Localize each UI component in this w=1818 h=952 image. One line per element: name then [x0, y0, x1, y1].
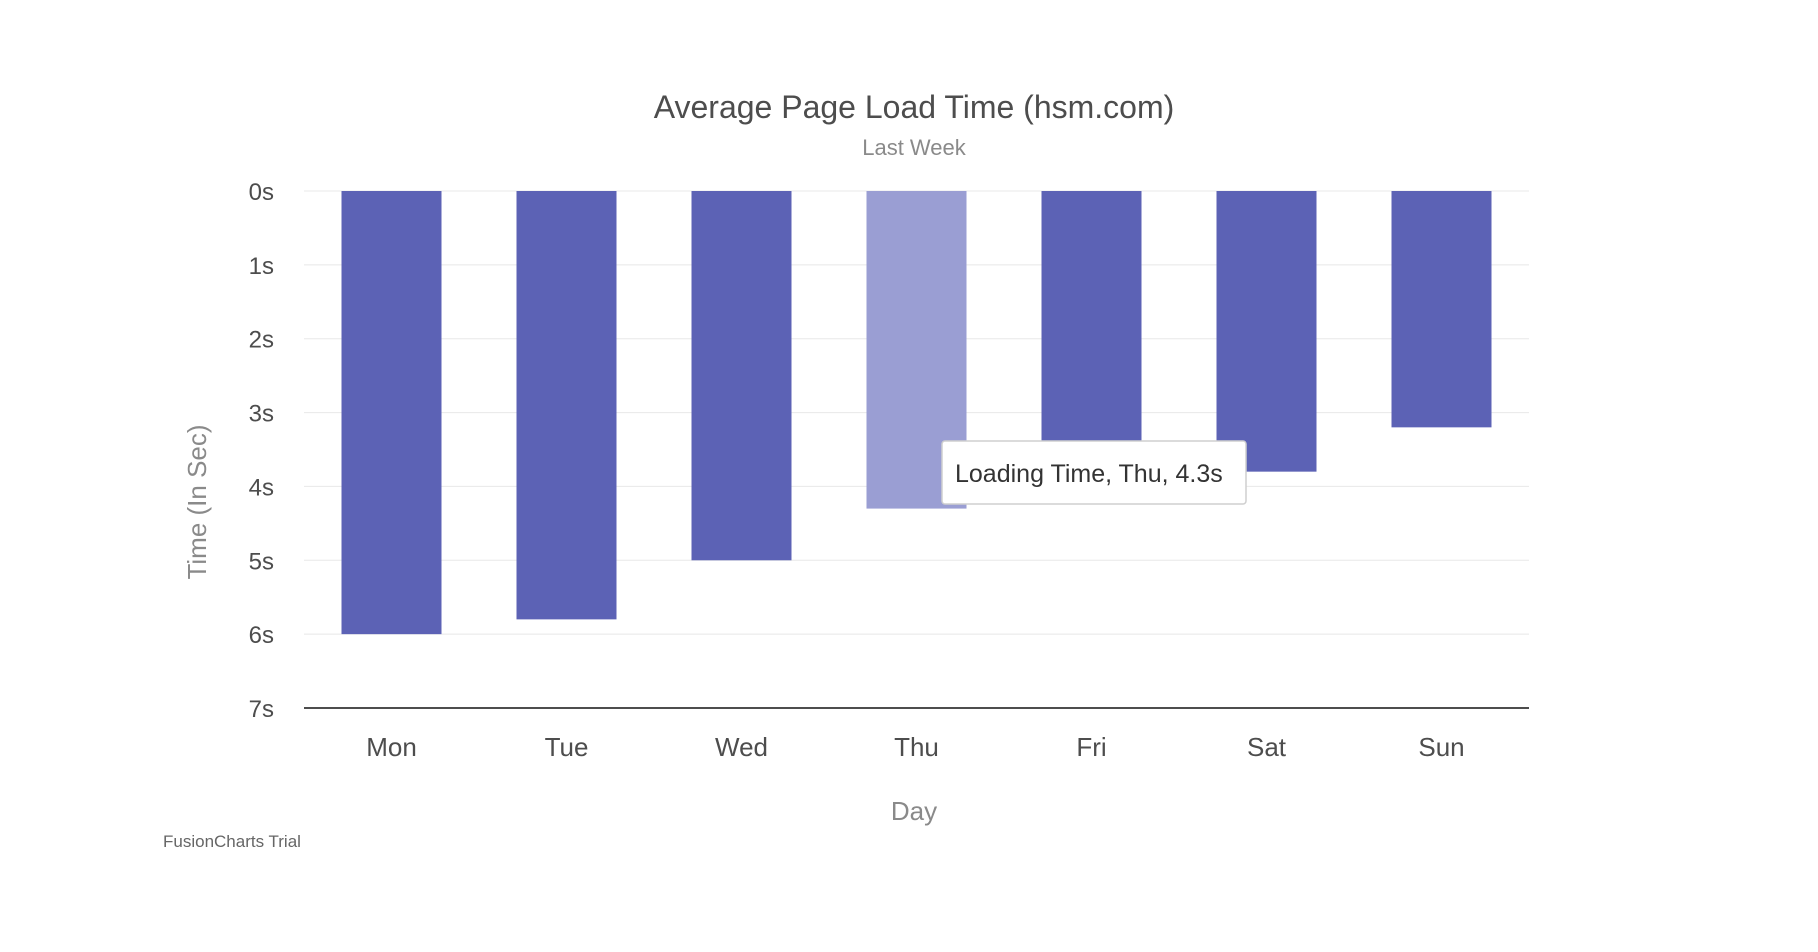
- x-tick-label: Sat: [1247, 732, 1287, 762]
- y-tick-label: 0s: [249, 179, 274, 206]
- tooltip: Loading Time, Thu, 4.3s: [941, 440, 1247, 505]
- bars: [341, 191, 1492, 635]
- bar-wed[interactable]: [691, 191, 792, 561]
- y-axis-title: Time (In Sec): [182, 424, 212, 579]
- bar-tue[interactable]: [516, 191, 617, 620]
- x-tick-label: Thu: [894, 732, 939, 762]
- y-tick-label: 3s: [249, 401, 274, 428]
- x-tick-label: Fri: [1076, 732, 1106, 762]
- x-tick-label: Wed: [715, 732, 768, 762]
- y-tick-label: 7s: [249, 696, 274, 723]
- bar-mon[interactable]: [341, 191, 442, 635]
- trial-credit: FusionCharts Trial: [163, 832, 301, 851]
- y-tick-label: 2s: [249, 327, 274, 354]
- bar-sat[interactable]: [1216, 191, 1317, 472]
- chart-title: Average Page Load Time (hsm.com): [654, 89, 1175, 125]
- bar-sun[interactable]: [1391, 191, 1492, 428]
- x-axis-title: Day: [891, 796, 937, 826]
- y-tick-label: 4s: [249, 474, 274, 501]
- x-axis-categories: Mon Tue Wed Thu Fri Sat Sun: [366, 732, 1464, 762]
- bar-fri[interactable]: [1041, 191, 1142, 443]
- tooltip-box: [941, 440, 1247, 505]
- x-tick-label: Sun: [1418, 732, 1464, 762]
- chart-subtitle: Last Week: [862, 135, 967, 160]
- y-tick-label: 6s: [249, 622, 274, 649]
- tooltip-text: Loading Time, Thu, 4.3s: [955, 460, 1223, 488]
- x-tick-label: Tue: [545, 732, 589, 762]
- x-tick-label: Mon: [366, 732, 417, 762]
- y-tick-label: 5s: [249, 548, 274, 575]
- y-axis-ticks: 0s 1s 2s 3s 4s 5s 6s 7s: [249, 179, 274, 723]
- y-tick-label: 1s: [249, 253, 274, 280]
